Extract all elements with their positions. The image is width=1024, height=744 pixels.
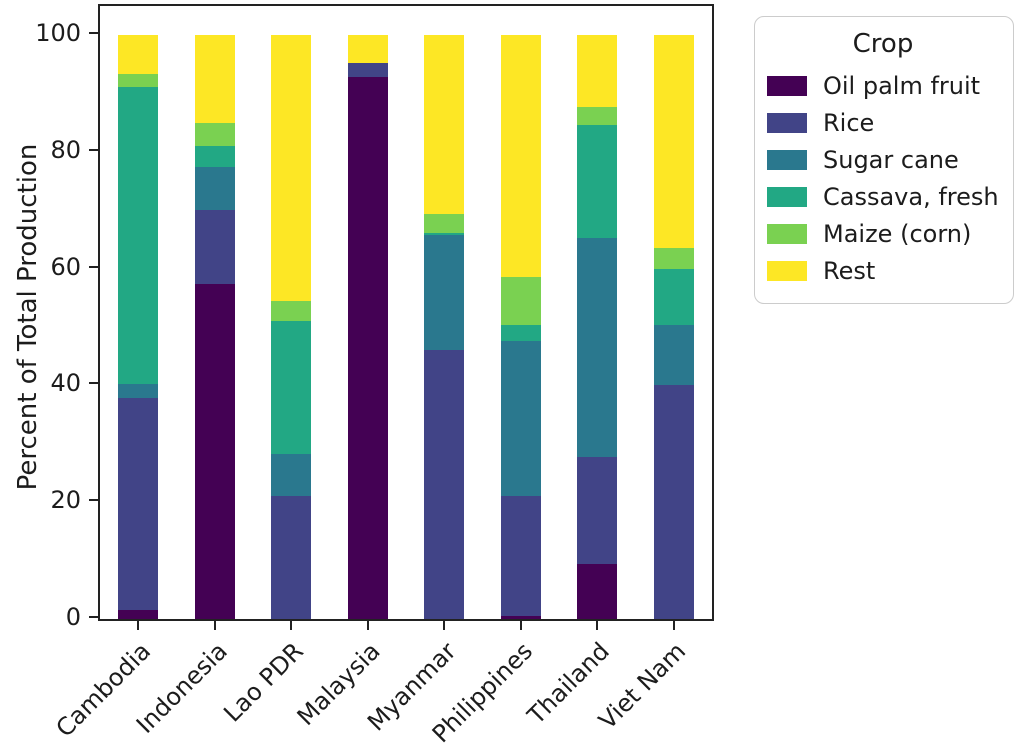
bar-segment-maize-corn- bbox=[577, 107, 618, 125]
legend-item-label: Rest bbox=[823, 256, 876, 285]
y-tick-mark bbox=[89, 616, 98, 618]
x-tick-mark bbox=[443, 621, 446, 630]
legend-swatch bbox=[767, 260, 807, 281]
legend-item-rice: Rice bbox=[767, 104, 999, 141]
bar-viet-nam bbox=[653, 6, 694, 619]
y-tick-label: 80 bbox=[50, 135, 81, 164]
x-tick-mark bbox=[213, 621, 216, 630]
legend-swatch bbox=[767, 149, 807, 170]
bar-segment-rest bbox=[271, 35, 312, 301]
legend-item-maize-corn-: Maize (corn) bbox=[767, 215, 999, 252]
legend-item-oil-palm-fruit: Oil palm fruit bbox=[767, 67, 999, 104]
bar-segment-cassava-fresh bbox=[194, 145, 235, 168]
bar-segment-sugar-cane bbox=[424, 235, 465, 350]
bar-segment-sugar-cane bbox=[577, 237, 618, 457]
y-tick-mark bbox=[89, 499, 98, 502]
bar-segment-cassava-fresh bbox=[577, 124, 618, 238]
bar-thailand bbox=[577, 6, 618, 619]
bar-philippines bbox=[500, 6, 541, 619]
bar-lao-pdr bbox=[271, 6, 312, 619]
bar-segment-oil-palm-fruit bbox=[194, 283, 235, 619]
legend-items: Oil palm fruit Rice Sugar cane Cassava, fre… bbox=[767, 67, 999, 289]
bar-segment-rice bbox=[118, 397, 159, 611]
bar-segment-maize-corn- bbox=[424, 214, 465, 233]
x-tick-mark bbox=[290, 621, 293, 630]
bar-segment-maize-corn- bbox=[500, 277, 541, 325]
bar-segment-rice bbox=[424, 349, 465, 619]
x-tick-mark bbox=[519, 621, 522, 630]
y-tick-mark bbox=[89, 265, 98, 268]
bar-segment-maize-corn- bbox=[653, 247, 694, 270]
legend-item-label: Sugar cane bbox=[823, 145, 959, 174]
legend-item-label: Cassava, fresh bbox=[823, 182, 999, 211]
bar-segment-cassava-fresh bbox=[271, 320, 312, 454]
bar-segment-rice bbox=[577, 456, 618, 565]
plot-area bbox=[98, 4, 714, 621]
bar-malaysia bbox=[347, 6, 388, 619]
bar-cambodia bbox=[118, 6, 159, 619]
bar-segment-sugar-cane bbox=[118, 384, 159, 398]
bar-segment-cassava-fresh bbox=[424, 232, 465, 236]
y-tick-mark bbox=[89, 382, 98, 385]
bar-myanmar bbox=[424, 6, 465, 619]
legend-item-label: Maize (corn) bbox=[823, 219, 972, 248]
legend-swatch bbox=[767, 223, 807, 244]
bar-segment-oil-palm-fruit bbox=[577, 564, 618, 619]
bar-segment-maize-corn- bbox=[118, 74, 159, 88]
bar-segment-sugar-cane bbox=[271, 453, 312, 496]
bar-segment-rice bbox=[271, 495, 312, 619]
bar-segment-rest bbox=[653, 35, 694, 248]
bar-segment-maize-corn- bbox=[271, 300, 312, 321]
bar-segment-rest bbox=[194, 35, 235, 124]
bar-segment-sugar-cane bbox=[653, 324, 694, 385]
legend-item-rest: Rest bbox=[767, 252, 999, 289]
x-tick-mark bbox=[137, 621, 140, 630]
bar-segment-oil-palm-fruit bbox=[500, 615, 541, 619]
bar-segment-rest bbox=[577, 35, 618, 107]
legend-item-label: Oil palm fruit bbox=[823, 71, 981, 100]
y-tick-mark bbox=[89, 32, 98, 35]
bar-indonesia bbox=[194, 6, 235, 619]
x-tick-mark bbox=[672, 621, 675, 630]
bar-segment-rest bbox=[347, 35, 388, 64]
bar-segment-rest bbox=[424, 35, 465, 215]
bar-segment-sugar-cane bbox=[500, 340, 541, 496]
bar-segment-cassava-fresh bbox=[118, 87, 159, 385]
bar-segment-rice bbox=[653, 384, 694, 619]
bar-segment-cassava-fresh bbox=[500, 324, 541, 341]
y-tick-label: 0 bbox=[65, 603, 81, 631]
bar-segment-rice bbox=[347, 63, 388, 78]
x-tick-mark bbox=[596, 621, 599, 630]
bar-segment-rest bbox=[500, 35, 541, 278]
legend-title: Crop bbox=[852, 29, 914, 59]
legend: Crop Oil palm fruit Rice Sugar cane Cassava… bbox=[754, 16, 1014, 304]
bar-segment-oil-palm-fruit bbox=[347, 77, 388, 619]
bar-segment-rice bbox=[500, 495, 541, 616]
bar-segment-rice bbox=[194, 210, 235, 284]
y-tick-label: 60 bbox=[50, 252, 81, 281]
legend-swatch bbox=[767, 75, 807, 96]
y-tick-label: 40 bbox=[50, 369, 81, 398]
legend-swatch bbox=[767, 186, 807, 207]
bar-segment-rest bbox=[118, 35, 159, 75]
bar-segment-oil-palm-fruit bbox=[118, 610, 159, 619]
y-tick-label: 100 bbox=[35, 19, 81, 48]
y-tick-mark bbox=[89, 148, 98, 151]
y-tick-label: 20 bbox=[50, 486, 81, 515]
legend-item-sugar-cane: Sugar cane bbox=[767, 141, 999, 178]
legend-item-cassava-fresh: Cassava, fresh bbox=[767, 178, 999, 215]
bar-segment-maize-corn- bbox=[194, 123, 235, 146]
legend-item-label: Rice bbox=[823, 108, 875, 137]
x-tick-mark bbox=[366, 621, 369, 630]
bar-segment-cassava-fresh bbox=[653, 269, 694, 325]
legend-swatch bbox=[767, 112, 807, 133]
bar-segment-sugar-cane bbox=[194, 167, 235, 211]
